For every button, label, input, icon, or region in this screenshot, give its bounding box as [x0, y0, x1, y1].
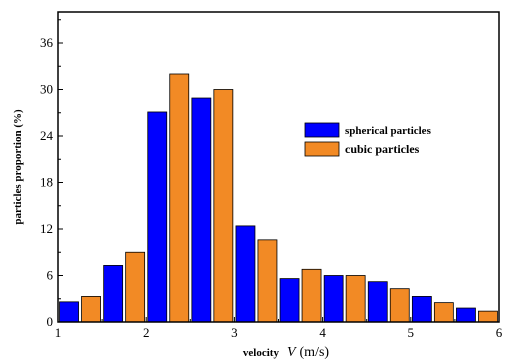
bar-cubic-2	[169, 73, 190, 323]
bar-cubic-7	[389, 288, 410, 323]
bar-spherical-0	[59, 301, 79, 323]
y-tick-label: 24	[40, 128, 54, 143]
x-tick-label: 3	[231, 325, 238, 340]
y-tick-label: 0	[47, 314, 54, 329]
legend-label-cubic: cubic particles	[345, 142, 420, 156]
bar-spherical-5	[279, 278, 300, 323]
legend-swatch-spherical	[304, 122, 340, 138]
x-axis-label-variable: V	[287, 345, 297, 360]
bar-spherical-8	[411, 296, 432, 323]
bar-cubic-4	[257, 239, 278, 323]
x-tick-label: 5	[408, 325, 415, 340]
y-tick-label: 30	[40, 82, 53, 97]
bar-spherical-9	[456, 307, 476, 323]
legend-label-spherical: spherical particles	[345, 125, 432, 137]
x-axis-label: velocity V (m/s)	[243, 343, 329, 360]
x-tick-label: 6	[496, 325, 503, 340]
bar-spherical-2	[147, 111, 168, 323]
bar-spherical-4	[235, 225, 256, 323]
y-axis-label: particles proportion (%)	[12, 109, 24, 225]
bar-cubic-8	[433, 302, 454, 323]
x-axis-label-word: velocity	[243, 347, 280, 359]
x-tick-label: 4	[319, 325, 326, 340]
bar-spherical-6	[323, 275, 344, 323]
bar-cubic-0	[81, 296, 101, 323]
y-tick-label: 6	[47, 268, 54, 283]
bar-cubic-3	[213, 89, 234, 323]
bars-group	[59, 73, 498, 323]
bar-cubic-6	[345, 275, 366, 323]
x-axis-label-unit: (m/s)	[300, 345, 330, 360]
y-tick-label: 12	[40, 221, 53, 236]
plot-frame	[57, 11, 500, 323]
bar-cubic-1	[125, 251, 146, 323]
bar-cubic-5	[301, 268, 322, 323]
legend-swatch-cubic	[304, 141, 340, 157]
x-tick-label: 2	[143, 325, 150, 340]
bar-cubic-9	[478, 310, 498, 323]
y-tick-label: 18	[40, 175, 53, 190]
y-tick-label: 36	[40, 35, 54, 50]
bar-spherical-1	[103, 265, 124, 323]
x-tick-label: 1	[55, 325, 62, 340]
bar-spherical-3	[191, 97, 212, 323]
bar-spherical-7	[367, 281, 388, 323]
legend: spherical particles cubic particles	[304, 122, 432, 157]
